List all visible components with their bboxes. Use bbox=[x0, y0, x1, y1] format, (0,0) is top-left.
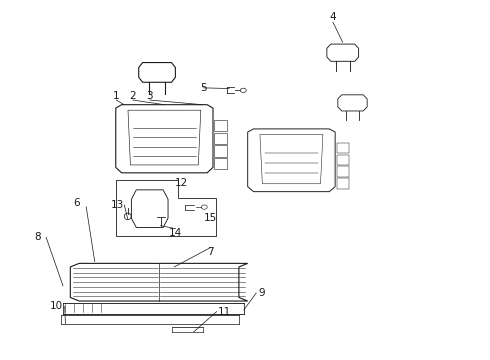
Text: 10: 10 bbox=[49, 301, 62, 311]
Text: 5: 5 bbox=[200, 83, 207, 93]
Text: 2: 2 bbox=[129, 91, 136, 101]
Text: 6: 6 bbox=[73, 198, 80, 208]
Text: 7: 7 bbox=[207, 247, 214, 257]
Text: 1: 1 bbox=[113, 91, 120, 101]
Text: 9: 9 bbox=[259, 288, 266, 298]
Text: 14: 14 bbox=[169, 228, 182, 238]
Text: 13: 13 bbox=[110, 200, 123, 210]
Text: 3: 3 bbox=[147, 91, 153, 101]
Text: 8: 8 bbox=[34, 232, 41, 242]
Text: 15: 15 bbox=[204, 213, 218, 222]
Text: 12: 12 bbox=[175, 178, 188, 188]
Text: 4: 4 bbox=[330, 12, 336, 22]
Text: 11: 11 bbox=[218, 307, 231, 316]
